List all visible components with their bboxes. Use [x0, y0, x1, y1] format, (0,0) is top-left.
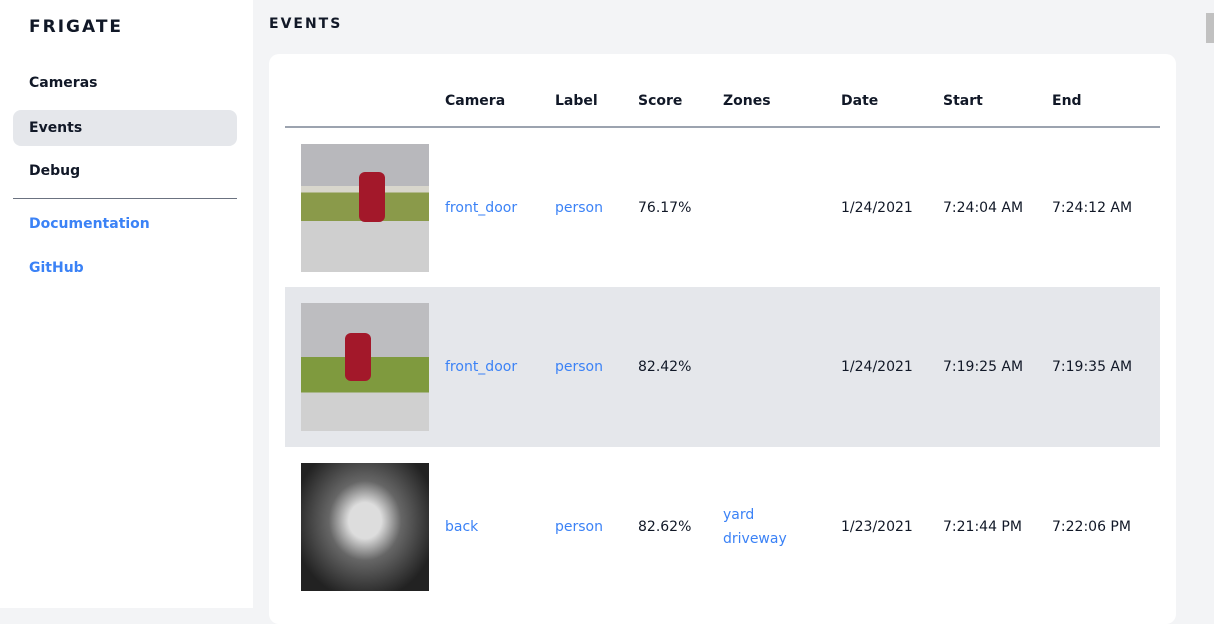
label-link[interactable]: person [555, 359, 603, 375]
header-camera: Camera [445, 76, 555, 128]
sidebar-item-cameras[interactable]: Cameras [29, 75, 98, 91]
events-card: Camera Label Score Zones Date Start End … [269, 54, 1176, 624]
end-time: 7:22:06 PM [1052, 519, 1131, 535]
header-score: Score [638, 76, 723, 128]
zone-link[interactable]: yard [723, 507, 755, 523]
start-time: 7:21:44 PM [943, 519, 1022, 535]
camera-link[interactable]: front_door [445, 359, 518, 375]
app-logo: FRIGATE [29, 17, 124, 37]
start-time: 7:24:04 AM [943, 199, 1024, 216]
event-thumbnail[interactable] [301, 143, 429, 272]
zone-link[interactable]: driveway [723, 531, 787, 547]
event-thumbnail[interactable] [301, 463, 429, 591]
score: 82.42% [638, 287, 723, 447]
header-date: Date [841, 76, 943, 128]
date: 1/23/2021 [841, 519, 913, 535]
label-link[interactable]: person [555, 199, 603, 216]
zones [723, 287, 841, 447]
date: 1/24/2021 [841, 287, 943, 447]
header-thumbnail [285, 76, 445, 128]
table-row[interactable]: back person 82.62% yard driveway 1/23/202… [285, 447, 1160, 607]
sidebar-item-debug[interactable]: Debug [29, 163, 81, 179]
header-label: Label [555, 76, 638, 128]
camera-link[interactable]: back [445, 519, 479, 535]
table-row[interactable]: front_door person 76.17% 1/24/2021 7:24:… [285, 127, 1160, 287]
label-link[interactable]: person [555, 519, 603, 535]
zones [723, 127, 841, 287]
score: 76.17% [638, 199, 692, 216]
header-start: Start [943, 76, 1052, 128]
event-thumbnail[interactable] [301, 303, 429, 431]
page-title: EVENTS [269, 16, 343, 32]
sidebar-item-events[interactable]: Events [13, 110, 237, 146]
camera-link[interactable]: front_door [445, 199, 518, 216]
sidebar-link-documentation[interactable]: Documentation [29, 216, 150, 232]
score: 82.62% [638, 519, 692, 535]
events-table: Camera Label Score Zones Date Start End … [285, 76, 1160, 607]
header-end: End [1052, 76, 1160, 128]
sidebar-link-github[interactable]: GitHub [29, 260, 84, 276]
start-time: 7:19:25 AM [943, 287, 1052, 447]
date: 1/24/2021 [841, 199, 913, 216]
scrollbar[interactable] [1204, 0, 1214, 608]
end-time: 7:24:12 AM [1052, 199, 1133, 216]
header-zones: Zones [723, 76, 841, 128]
sidebar-divider [13, 198, 237, 199]
scrollbar-thumb[interactable] [1206, 13, 1214, 43]
end-time: 7:19:35 AM [1052, 287, 1160, 447]
sidebar: FRIGATE Cameras Events Debug Documentati… [0, 0, 253, 608]
table-row[interactable]: front_door person 82.42% 1/24/2021 7:19:… [285, 287, 1160, 447]
zones: yard driveway [723, 447, 841, 607]
